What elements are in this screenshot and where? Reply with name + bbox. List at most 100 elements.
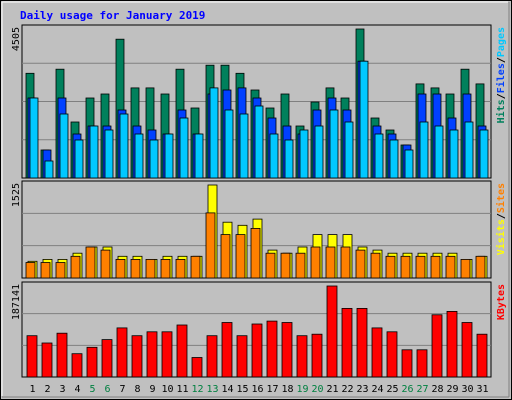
legend-entry: Visits [495, 219, 507, 255]
panel-kbytes: 187141 KBytes [11, 281, 507, 378]
legend-entry: Pages [496, 27, 507, 57]
y-tick-label: 4505 [11, 27, 22, 51]
x-tick-label: 16 [251, 384, 263, 395]
bar-kbytes [251, 323, 263, 378]
bar-sites [115, 258, 126, 279]
bar-pages [434, 125, 444, 179]
bar-kbytes [191, 357, 203, 378]
bar-sites [430, 255, 441, 279]
x-tick-label: 3 [59, 384, 65, 395]
x-tick-label: 2 [44, 384, 50, 395]
bar-pages [74, 139, 84, 179]
x-tick-label: 31 [476, 384, 488, 395]
bar-pages [284, 139, 294, 179]
bar-sites [175, 258, 186, 279]
bar-kbytes [341, 307, 353, 378]
bar-pages [44, 160, 54, 179]
bar-sites [100, 249, 111, 279]
bar-sites [190, 255, 201, 279]
bar-sites [415, 255, 426, 279]
x-tick-label: 25 [386, 384, 398, 395]
x-tick-label: 30 [461, 384, 473, 395]
bar-sites [310, 246, 321, 279]
bar-pages [374, 133, 384, 179]
bar-sites [160, 258, 171, 279]
bar-sites [445, 255, 456, 279]
x-tick-label: 18 [281, 384, 293, 395]
bar-kbytes [371, 327, 383, 378]
bar-sites [55, 262, 66, 279]
bar-kbytes [476, 333, 488, 378]
legend: Hits/Files/Pages [495, 27, 507, 123]
series-kbytes [26, 285, 488, 378]
bar-sites [475, 255, 486, 279]
x-tick-label: 20 [311, 384, 323, 395]
bar-pages [59, 113, 69, 179]
bar-pages [179, 117, 189, 179]
bar-sites [205, 212, 216, 279]
bar-pages [359, 60, 369, 179]
x-tick-label: 11 [176, 384, 188, 395]
legend: Visits/Sites [495, 183, 507, 255]
bar-sites [85, 246, 96, 279]
bar-sites [340, 246, 351, 279]
bar-kbytes [281, 322, 293, 378]
panel-visits-sites: 1525 Visits/Sites [11, 180, 507, 279]
x-tick-label: 22 [341, 384, 353, 395]
x-tick-label: 19 [296, 384, 308, 395]
bar-sites [265, 252, 276, 279]
bar-pages [224, 109, 234, 179]
bar-pages [194, 133, 204, 179]
bar-sites [250, 227, 261, 279]
bar-pages [209, 87, 219, 179]
x-tick-label: 7 [119, 384, 125, 395]
x-axis: 1 2 3 4 5 6 7 8 9 10 11 12 13 14 15 16 17 18 19 20 21 22 23 24 2… [29, 384, 488, 395]
bar-kbytes [266, 320, 278, 378]
bar-pages [29, 97, 39, 179]
legend-entry: Files [495, 63, 507, 93]
bar-kbytes [386, 331, 398, 378]
bar-kbytes [26, 335, 38, 378]
bar-pages [89, 125, 99, 179]
x-tick-label: 12 [191, 384, 203, 395]
bar-kbytes [86, 346, 98, 378]
chart-title: Daily usage for January 2019 [20, 9, 205, 22]
bar-sites [25, 262, 36, 279]
x-tick-label: 28 [431, 384, 443, 395]
chart-panels: 4505 Hits/Files/Pages 1525 Visits/Sites 1871… [11, 24, 507, 378]
bar-kbytes [41, 342, 53, 378]
bar-pages [464, 121, 474, 179]
y-tick-label: 1525 [11, 183, 22, 207]
x-tick-label: 17 [266, 384, 278, 395]
bar-pages [479, 129, 489, 179]
bar-kbytes [356, 307, 368, 378]
bar-pages [254, 105, 264, 179]
series-pages [29, 60, 489, 179]
bar-kbytes [131, 335, 143, 378]
bar-sites [70, 255, 81, 279]
bar-pages [164, 133, 174, 179]
bar-pages [389, 139, 399, 179]
x-tick-label: 5 [89, 384, 95, 395]
legend-entry: / [496, 57, 507, 63]
bar-kbytes [146, 331, 158, 378]
bar-pages [314, 125, 324, 179]
bar-sites [385, 255, 396, 279]
x-tick-label: 26 [401, 384, 413, 395]
legend-entry: KBytes [496, 284, 507, 320]
bar-sites [325, 246, 336, 279]
bar-pages [329, 109, 339, 179]
legend-entry: / [496, 93, 507, 99]
bar-sites [370, 252, 381, 279]
x-tick-label: 21 [326, 384, 338, 395]
x-tick-label: 15 [236, 384, 248, 395]
x-tick-label: 13 [206, 384, 218, 395]
bar-kbytes [161, 331, 173, 378]
bar-kbytes [236, 335, 248, 378]
x-tick-label: 1 [29, 384, 35, 395]
bar-sites [145, 258, 156, 279]
bar-kbytes [326, 285, 338, 378]
bar-sites [460, 258, 471, 279]
bar-pages [404, 149, 414, 179]
